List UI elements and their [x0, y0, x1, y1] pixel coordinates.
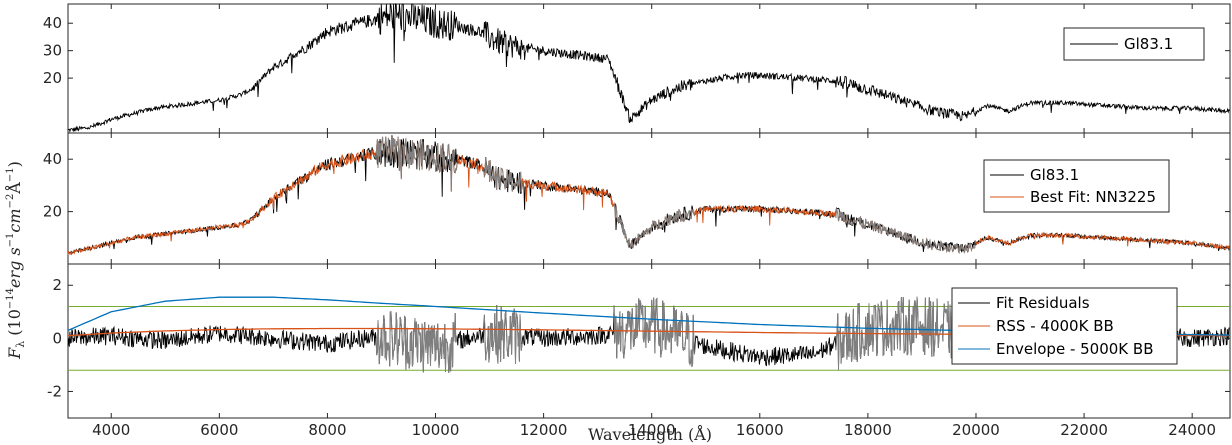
- x-tick-label: 8000: [308, 421, 346, 439]
- masked-region: [483, 157, 523, 192]
- legend-label: Gl83.1: [1030, 166, 1079, 184]
- legend-label: Fit Residuals: [996, 294, 1090, 312]
- y-tick-label: 40: [43, 150, 62, 168]
- y-tick-label: 30: [43, 42, 62, 60]
- y-tick-label: 0: [52, 329, 62, 347]
- x-tick-label: 4000: [92, 421, 130, 439]
- x-tick-label: 18000: [844, 421, 892, 439]
- masked-region: [613, 203, 695, 249]
- x-tick-label: 20000: [952, 421, 1000, 439]
- series-line-gl83-1: [68, 2, 1230, 134]
- x-tick-label: 10000: [412, 421, 460, 439]
- x-tick-label: 6000: [200, 421, 238, 439]
- masked-region: [613, 297, 695, 368]
- masked-region: [375, 135, 458, 192]
- legend-top: Gl83.1: [1063, 27, 1205, 61]
- masked-region: [483, 304, 523, 365]
- legend-bottom: Fit Residuals RSS - 4000K BB Envelope - …: [951, 287, 1178, 365]
- masked-region: [375, 310, 458, 373]
- x-tick-label: 12000: [520, 421, 568, 439]
- y-tick-label: 2: [52, 276, 62, 294]
- y-tick-label: 20: [43, 203, 62, 221]
- y-tick-label: 20: [43, 69, 62, 87]
- legend-label: Gl83.1: [1124, 35, 1173, 53]
- y-tick-label: -2: [47, 382, 62, 400]
- y-axis-label: Fλ (10−14erg s−1cm−2Å−1): [4, 161, 27, 360]
- x-axis-label: Wavelength (Å): [588, 424, 712, 444]
- legend-label: Envelope - 5000K BB: [996, 340, 1154, 358]
- x-tick-label: 22000: [1060, 421, 1108, 439]
- legend-label: RSS - 4000K BB: [996, 317, 1114, 335]
- x-tick-label: 24000: [1168, 421, 1216, 439]
- x-tick-label: 16000: [736, 421, 784, 439]
- legend-middle: Gl83.1 Best Fit: NN3225: [983, 159, 1170, 213]
- masked-region: [835, 208, 977, 255]
- x-tick-label: 14000: [628, 421, 676, 439]
- legend-label: Best Fit: NN3225: [1030, 188, 1156, 206]
- y-tick-label: 40: [43, 14, 62, 32]
